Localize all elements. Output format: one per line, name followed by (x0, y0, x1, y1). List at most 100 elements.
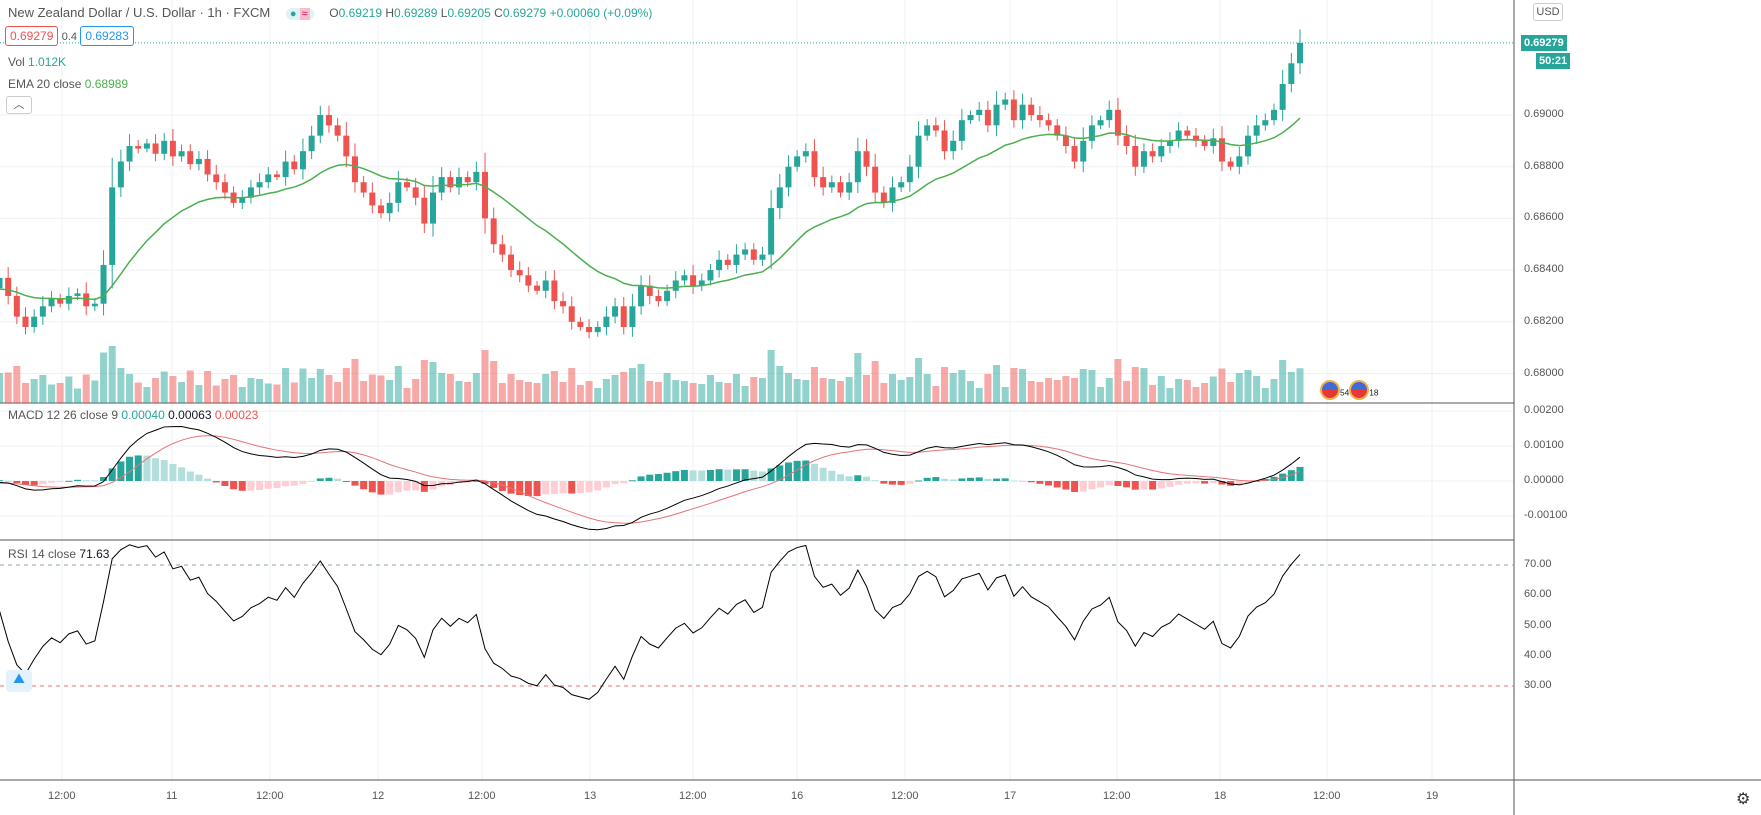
time-tick: 12:00 (256, 790, 284, 802)
economic-events[interactable]: 54 18 (1320, 380, 1379, 403)
macd-histogram-bar (117, 461, 125, 481)
macd-histogram-bar (273, 481, 281, 489)
macd-histogram-bar (134, 455, 142, 481)
macd-histogram-bar (472, 480, 480, 482)
ema-label[interactable]: EMA 20 close (8, 77, 82, 91)
macd-histogram-bar (1157, 481, 1165, 489)
macd-histogram-bar (585, 481, 593, 493)
candle-body (612, 306, 619, 317)
macd-histogram-bar (637, 476, 645, 481)
macd-histogram-bar (724, 469, 732, 481)
candle-body (65, 295, 72, 304)
time-tick: 12:00 (891, 790, 919, 802)
macd-histogram-bar (325, 477, 333, 481)
candle-body (1227, 161, 1234, 167)
candle-body (247, 187, 254, 198)
low-label: L (440, 6, 448, 20)
candle-body (603, 316, 610, 327)
close-label: C (494, 6, 503, 20)
macd-histogram-bar (368, 481, 376, 493)
macd-histogram-bar (871, 480, 879, 482)
candle-body (1288, 63, 1295, 84)
symbol-title[interactable]: New Zealand Dollar / U.S. Dollar · 1h · … (8, 5, 271, 20)
macd-histogram-bar (897, 481, 905, 485)
tradingview-logo-icon[interactable]: ⛰ (6, 670, 32, 692)
volume-bar (273, 384, 281, 403)
macd-histogram-bar (906, 481, 914, 484)
vol-label[interactable]: Vol (8, 55, 25, 69)
macd-histogram-bar (698, 470, 706, 481)
volume-bar (941, 367, 949, 403)
macd-histogram-bar (750, 470, 758, 481)
time-tick: 12:00 (1103, 790, 1131, 802)
candle-body (1088, 125, 1095, 141)
candle-body (889, 187, 896, 203)
collapse-legend-button[interactable]: ︿ (6, 96, 32, 114)
sell-button[interactable]: 0.69279 (5, 26, 59, 46)
volume-bar (993, 365, 1001, 403)
volume-bar (0, 373, 3, 403)
currency-button[interactable]: USD (1533, 3, 1563, 21)
macd-tick: 0.00100 (1524, 439, 1564, 451)
macd-histogram-bar (152, 458, 160, 481)
macd-histogram-bar (1209, 481, 1217, 483)
candle-body (377, 205, 384, 214)
settings-gear-icon[interactable]: ⚙ (1736, 791, 1751, 808)
volume-bar (394, 366, 402, 403)
volume-bar (949, 373, 957, 403)
candle-body (1270, 109, 1277, 121)
volume-bar (108, 346, 116, 403)
candle-body (490, 218, 497, 245)
candle-body (1071, 146, 1078, 162)
candle-body (551, 280, 558, 302)
macd-histogram-bar (39, 481, 47, 485)
macd-histogram-bar (993, 478, 1001, 481)
candle-body (941, 130, 948, 152)
volume-bar (828, 379, 836, 403)
macd-signal-line (0, 435, 1301, 524)
macd-label[interactable]: MACD 12 26 close 9 (8, 408, 119, 422)
macd-histogram-bar (880, 481, 888, 484)
macd-histogram-bar (490, 481, 498, 488)
macd-histogram-bar (290, 481, 298, 486)
macd-histogram-bar (828, 470, 836, 481)
volume-bar (238, 387, 246, 403)
macd-histogram-bar (22, 481, 30, 486)
volume-bar (1131, 367, 1139, 403)
legend-header: New Zealand Dollar / U.S. Dollar · 1h · … (8, 5, 652, 20)
high-label: H (385, 6, 395, 20)
time-tick: 12:00 (468, 790, 496, 802)
candle-body (915, 135, 922, 167)
macd-histogram-bar (1149, 481, 1157, 490)
macd-histogram-bar (715, 469, 723, 481)
candle-body (976, 109, 983, 115)
volume-bar (611, 375, 619, 403)
volume-bar (1001, 387, 1009, 403)
candle-body (508, 254, 515, 271)
macd-histogram-bar (108, 468, 116, 481)
rsi-label[interactable]: RSI 14 close (8, 547, 77, 561)
macd-histogram-bar (984, 478, 992, 481)
candle-body (126, 146, 133, 162)
volume-bar (1105, 378, 1113, 403)
volume-bar (654, 382, 662, 403)
candle-body (846, 182, 853, 193)
volume-bar (169, 376, 177, 403)
macd-histogram-bar (316, 478, 324, 481)
macd-histogram-bar (1218, 481, 1226, 485)
candle-body (351, 156, 358, 183)
volume-bar (186, 370, 194, 403)
volume-bar (880, 383, 888, 403)
volume-bar (1149, 385, 1157, 403)
volume-bar (1218, 368, 1226, 403)
volume-bar (637, 364, 645, 403)
candle-body (629, 306, 636, 327)
buy-button[interactable]: 0.69283 (80, 26, 134, 46)
volume-bar (550, 371, 558, 403)
rsi-tick: 30.00 (1524, 679, 1552, 691)
time-tick: 13 (584, 790, 597, 802)
candle-body (291, 161, 298, 170)
macd-histogram-bar (975, 477, 983, 481)
macd-histogram-bar (915, 480, 923, 482)
